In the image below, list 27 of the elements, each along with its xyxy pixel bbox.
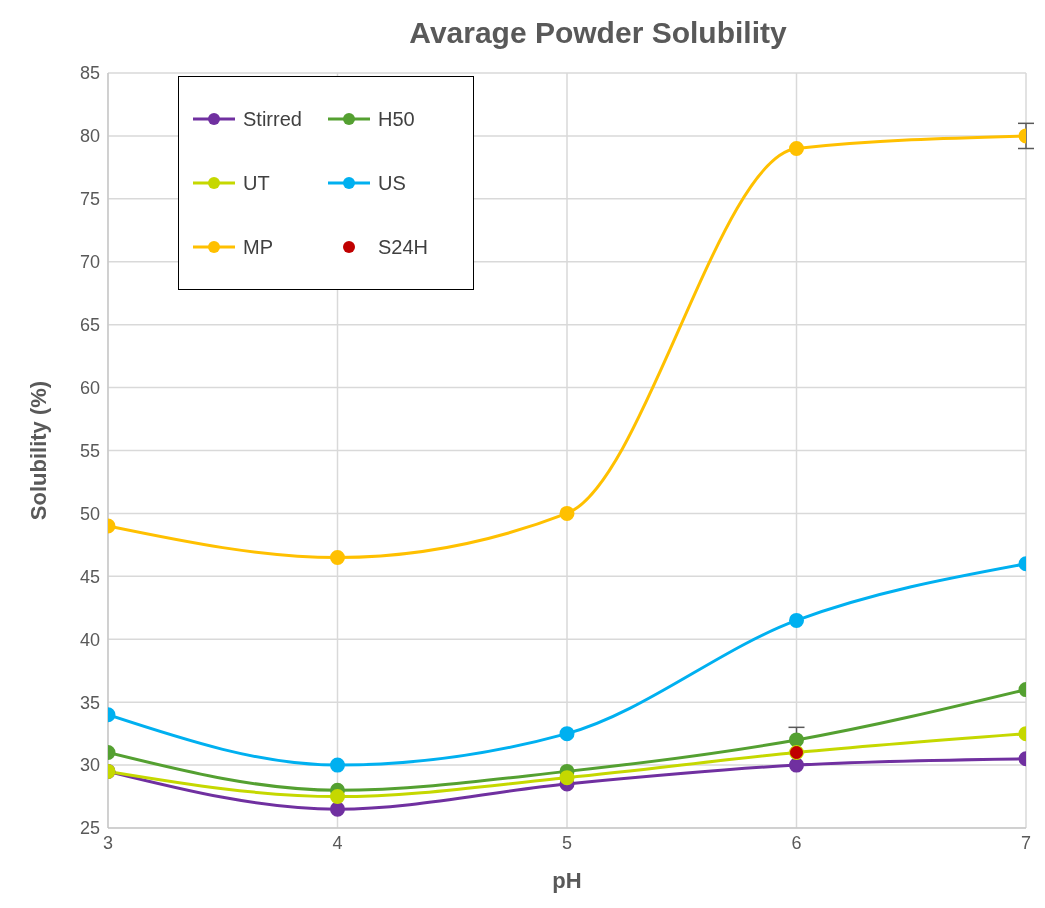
x-tick-label: 3	[102, 832, 114, 853]
y-tick-label: 45	[79, 566, 100, 587]
legend-label: MP	[243, 235, 273, 259]
y-tick-label: 40	[79, 629, 100, 650]
y-tick-label: 70	[79, 252, 100, 273]
y-tick-label: 80	[79, 126, 100, 147]
y-tick-label: 85	[79, 63, 100, 84]
chart-title: Avarage Powder Solubility	[408, 15, 788, 51]
legend-label: US	[378, 171, 406, 195]
y-tick-label: 65	[79, 315, 100, 336]
legend-label: H50	[378, 107, 415, 131]
x-tick-label: 4	[332, 832, 343, 853]
x-tick-label: 7	[1020, 832, 1032, 853]
x-axis-title: pH	[552, 868, 582, 893]
y-tick-label: 25	[79, 818, 100, 839]
legend-label: Stirred	[243, 107, 302, 131]
y-tick-label: 55	[79, 440, 100, 461]
y-tick-label: 30	[79, 755, 100, 776]
legend-label: UT	[243, 171, 270, 195]
y-tick-label: 75	[79, 189, 100, 210]
y-tick-label: 35	[79, 692, 100, 713]
y-axis-title: Solubility (%)	[25, 380, 51, 521]
legend-label: S24H	[378, 235, 429, 259]
y-tick-label: 60	[79, 377, 100, 398]
y-tick-label: 50	[79, 503, 100, 524]
x-tick-label: 6	[791, 832, 802, 853]
x-tick-label: 5	[561, 832, 573, 853]
